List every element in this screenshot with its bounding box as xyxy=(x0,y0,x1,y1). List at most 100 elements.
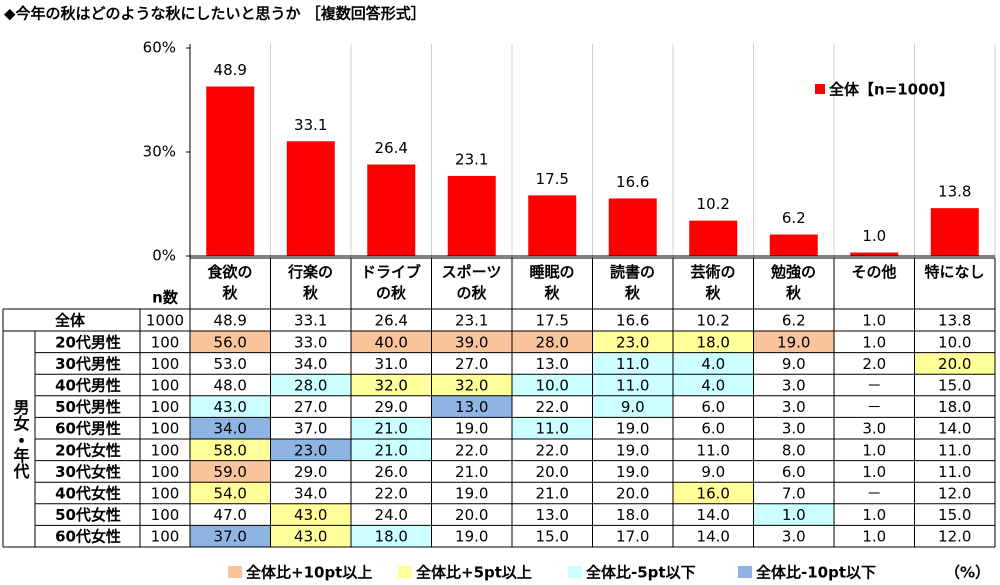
row-label: 60代女性 xyxy=(55,528,121,546)
table-cell: 1.0 xyxy=(862,312,886,330)
legend-label: 全体【n=1000】 xyxy=(829,81,954,99)
table-cell: 27.0 xyxy=(294,398,327,416)
cell-highlight xyxy=(190,331,271,353)
value-label: 1.0 xyxy=(862,227,886,245)
table-cell: 17.5 xyxy=(536,312,569,330)
table-cell: 13.0 xyxy=(536,506,569,524)
table-cell: 6.0 xyxy=(701,420,725,438)
column-header: ドライブ の秋 xyxy=(360,263,421,302)
table-cell: 32.0 xyxy=(375,377,408,395)
column-header: 読書の 秋 xyxy=(609,263,655,302)
table-cell: 26.4 xyxy=(375,312,408,330)
table-cell: 13.0 xyxy=(455,398,488,416)
table-cell: 4.0 xyxy=(701,377,725,395)
cell-highlight xyxy=(270,374,351,396)
column-header: 食欲の 秋 xyxy=(207,263,253,302)
table-cell: 6.2 xyxy=(782,312,806,330)
table-cell: 29.0 xyxy=(294,463,327,481)
table-cell: 19.0 xyxy=(455,528,488,546)
table-cell: 23.0 xyxy=(294,441,327,459)
table-cell: 43.0 xyxy=(294,506,327,524)
table-cell: 21.0 xyxy=(375,420,408,438)
column-header: 行楽の 秋 xyxy=(287,263,333,302)
table-cell: 21.0 xyxy=(536,485,569,503)
cell-highlight xyxy=(753,331,834,353)
table-cell: 32.0 xyxy=(455,377,488,395)
cell-highlight xyxy=(190,395,271,418)
unit-label: （%） xyxy=(945,564,990,582)
cell-highlight xyxy=(351,331,432,353)
table-cell: 6.0 xyxy=(701,398,725,416)
table-cell: 40.0 xyxy=(375,333,408,351)
table-cell: 1.0 xyxy=(862,506,886,524)
table-cell: 9.0 xyxy=(621,398,645,416)
table-cell: 4.0 xyxy=(701,355,725,373)
cell-highlight xyxy=(592,395,673,418)
table-cell: 11.0 xyxy=(938,463,971,481)
legend-swatch xyxy=(228,566,242,578)
table-cell: 59.0 xyxy=(214,463,247,481)
table-cell: 58.0 xyxy=(214,441,247,459)
table-cell: 28.0 xyxy=(536,333,569,351)
table-cell: 33.1 xyxy=(294,312,327,330)
cell-highlight xyxy=(190,482,271,504)
table-cell: 10.0 xyxy=(938,333,971,351)
n-cell: 100 xyxy=(151,333,180,351)
cell-highlight xyxy=(431,331,512,353)
table-cell: 9.0 xyxy=(782,355,806,373)
table-cell: 1.0 xyxy=(862,463,886,481)
table-cell: 19.0 xyxy=(455,420,488,438)
table-cell: 10.0 xyxy=(536,377,569,395)
row-label: 20代女性 xyxy=(55,441,121,459)
table-cell: 22.0 xyxy=(375,485,408,503)
table-cell: 3.0 xyxy=(782,377,806,395)
table-cell: 20.0 xyxy=(616,485,649,503)
table-cell: 47.0 xyxy=(214,506,247,524)
table-cell: 13.8 xyxy=(938,312,971,330)
table-cell: 18.0 xyxy=(938,398,971,416)
table-cell: 15.0 xyxy=(938,506,971,524)
n-cell: 100 xyxy=(151,463,180,481)
row-label: 50代女性 xyxy=(55,506,121,524)
row-label: 全体 xyxy=(55,312,86,330)
table-cell: 22.0 xyxy=(455,441,488,459)
table-cell: 56.0 xyxy=(214,333,247,351)
row-label: 20代男性 xyxy=(55,333,121,351)
cell-highlight xyxy=(512,417,593,439)
table-cell: 9.0 xyxy=(701,463,725,481)
table-cell: 7.0 xyxy=(782,485,806,503)
row-label: 40代男性 xyxy=(55,377,121,395)
cell-highlight xyxy=(190,439,271,461)
table-cell: 19.0 xyxy=(616,441,649,459)
table-cell: 15.0 xyxy=(938,377,971,395)
table-cell: 18.0 xyxy=(697,333,730,351)
table-cell: 6.0 xyxy=(782,463,806,481)
table-cell: 43.0 xyxy=(294,528,327,546)
cell-highlight xyxy=(673,352,754,375)
bar xyxy=(286,141,335,256)
table-cell: 14.0 xyxy=(697,528,730,546)
value-label: 16.6 xyxy=(616,173,649,191)
table-cell: 18.0 xyxy=(616,506,649,524)
bar xyxy=(689,220,738,256)
n-cell: 100 xyxy=(151,528,180,546)
bar xyxy=(850,252,899,256)
cell-highlight xyxy=(673,482,754,504)
bar xyxy=(608,198,657,256)
legend-label: 全体比-5pt以下 xyxy=(586,564,696,582)
n-cell: 100 xyxy=(151,506,180,524)
table-cell: 1.0 xyxy=(862,441,886,459)
table-cell: 3.0 xyxy=(782,398,806,416)
cell-highlight xyxy=(673,374,754,396)
value-label: 17.5 xyxy=(536,170,569,188)
table-cell: 37.0 xyxy=(214,528,247,546)
cell-highlight xyxy=(270,503,351,526)
cell-highlight xyxy=(592,331,673,353)
table-cell: 34.0 xyxy=(294,485,327,503)
cell-highlight xyxy=(431,374,512,396)
table-cell: 19.0 xyxy=(616,420,649,438)
legend-swatch xyxy=(398,566,412,578)
table-cell: 15.0 xyxy=(536,528,569,546)
cell-highlight xyxy=(351,525,432,547)
